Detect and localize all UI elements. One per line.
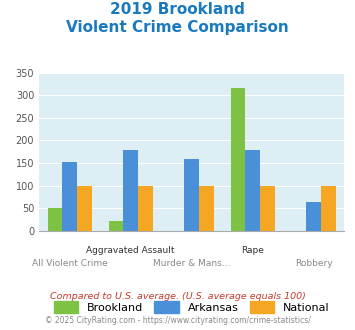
Text: Compared to U.S. average. (U.S. average equals 100): Compared to U.S. average. (U.S. average … [50, 292, 305, 301]
Text: Murder & Mans...: Murder & Mans... [153, 259, 230, 268]
Text: © 2025 CityRating.com - https://www.cityrating.com/crime-statistics/: © 2025 CityRating.com - https://www.city… [45, 316, 310, 325]
Text: Aggravated Assault: Aggravated Assault [86, 246, 175, 255]
Bar [231, 88, 245, 231]
Bar [260, 186, 275, 231]
Bar [48, 208, 62, 231]
Text: Robbery: Robbery [295, 259, 333, 268]
Bar [123, 149, 138, 231]
Bar [138, 186, 153, 231]
Bar [109, 221, 123, 231]
Legend: Brookland, Arkansas, National: Brookland, Arkansas, National [49, 297, 334, 317]
Bar [62, 162, 77, 231]
Bar [199, 186, 214, 231]
Bar [77, 186, 92, 231]
Bar [306, 203, 321, 231]
Text: Rape: Rape [241, 246, 264, 255]
Text: 2019 Brookland: 2019 Brookland [110, 2, 245, 16]
Bar [184, 159, 199, 231]
Text: Violent Crime Comparison: Violent Crime Comparison [66, 20, 289, 35]
Bar [245, 149, 260, 231]
Text: All Violent Crime: All Violent Crime [32, 259, 108, 268]
Bar [321, 186, 336, 231]
